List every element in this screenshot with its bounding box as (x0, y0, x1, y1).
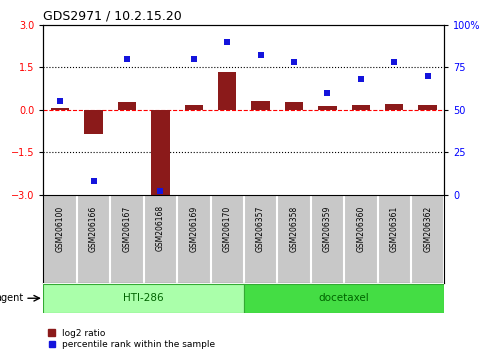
Point (290, 59, 298, 65)
Text: GSM206360: GSM206360 (356, 205, 365, 252)
Point (223, 39, 231, 45)
Text: GSM206357: GSM206357 (256, 205, 265, 252)
Bar (385, 103, 403, 110)
Bar (151, 110, 170, 195)
Text: GSM206100: GSM206100 (56, 205, 65, 252)
Point (424, 73, 431, 79)
Bar (118, 102, 136, 110)
Text: docetaxel: docetaxel (319, 293, 369, 303)
Text: agent: agent (0, 293, 23, 303)
Text: GSM206166: GSM206166 (89, 205, 98, 252)
Text: GSM206361: GSM206361 (390, 205, 399, 252)
Text: HTI-286: HTI-286 (123, 293, 164, 303)
Text: GSM206358: GSM206358 (289, 205, 298, 252)
Bar (352, 105, 370, 110)
Point (324, 90, 331, 96)
Bar (218, 72, 236, 110)
Point (357, 76, 365, 82)
Point (90, 178, 98, 184)
Text: GSM206170: GSM206170 (223, 205, 232, 252)
Bar (51, 108, 70, 110)
Bar (85, 110, 103, 134)
Point (123, 56, 131, 62)
Bar (244, 284, 444, 313)
Bar (43, 284, 244, 313)
Text: GSM206168: GSM206168 (156, 205, 165, 251)
Text: GSM206359: GSM206359 (323, 205, 332, 252)
Text: GSM206362: GSM206362 (423, 205, 432, 252)
Text: GSM206167: GSM206167 (123, 205, 131, 252)
Point (156, 188, 164, 194)
Point (257, 52, 265, 58)
Bar (418, 105, 437, 110)
Bar (185, 105, 203, 110)
Text: GDS2971 / 10.2.15.20: GDS2971 / 10.2.15.20 (43, 9, 182, 22)
Text: GSM206169: GSM206169 (189, 205, 199, 252)
Bar (252, 101, 270, 110)
Point (57, 98, 64, 104)
Bar (318, 106, 337, 110)
Point (190, 56, 198, 62)
Legend: log2 ratio, percentile rank within the sample: log2 ratio, percentile rank within the s… (48, 329, 215, 349)
Bar (285, 102, 303, 110)
Point (390, 59, 398, 65)
